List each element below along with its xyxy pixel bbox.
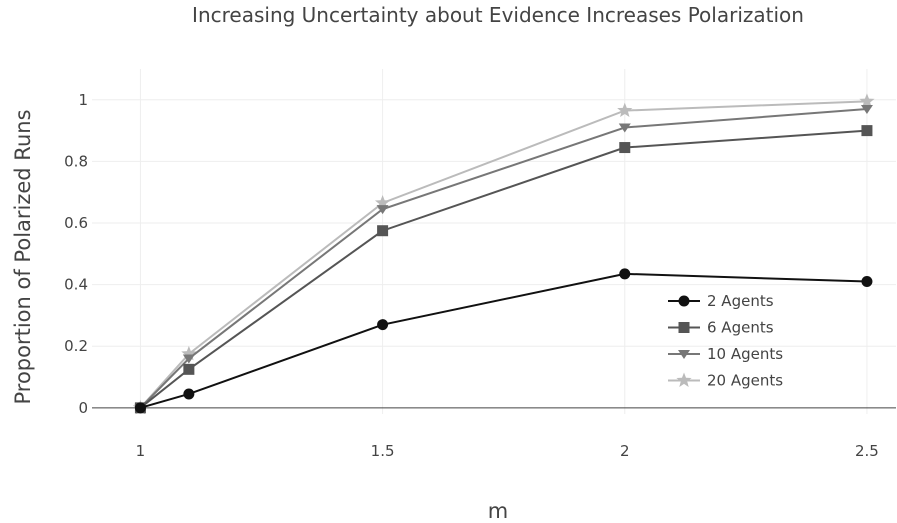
- legend-marker: [678, 322, 690, 333]
- y-tick-label: 1: [78, 91, 88, 109]
- data-point-6-agents: [183, 363, 195, 375]
- legend-item-6-agents: 6 Agents: [668, 319, 774, 337]
- data-point-6-agents: [377, 225, 389, 237]
- data-point-2-agents: [377, 319, 389, 331]
- series-10-agents: [134, 105, 873, 413]
- data-point-10-agents: [182, 354, 195, 364]
- data-point-10-agents: [376, 205, 389, 215]
- data-point-10-agents: [860, 105, 873, 115]
- y-tick-label: 0.6: [64, 214, 88, 232]
- x-axis-title: m: [488, 499, 508, 523]
- series-line-10-agents: [139, 108, 868, 409]
- series-2-agents: [134, 268, 873, 414]
- data-point-6-agents: [619, 142, 631, 154]
- y-axis-title: Proportion of Polarized Runs: [11, 109, 35, 404]
- data-point-2-agents: [619, 268, 631, 280]
- data-point-10-agents: [618, 123, 631, 133]
- series-line-6-agents: [139, 129, 868, 409]
- data-point-2-agents: [183, 388, 195, 400]
- series-20-agents: [132, 93, 875, 415]
- y-tick-label: 0.8: [64, 152, 88, 170]
- axes: 0 0.2 0.4 0.6 0.8 1 1 1.5 2 2.5: [64, 91, 896, 460]
- legend-label: 6 Agents: [707, 319, 774, 337]
- plot-area: [132, 93, 875, 415]
- data-point-2-agents: [134, 402, 146, 414]
- legend-item-10-agents: 10 Agents: [668, 345, 783, 363]
- data-point-20-agents: [859, 93, 875, 108]
- data-point-20-agents: [374, 195, 391, 210]
- legend-marker: [676, 372, 692, 387]
- data-point-6-agents: [861, 125, 873, 137]
- legend-marker: [678, 350, 690, 359]
- legend-item-20-agents: 20 Agents: [668, 372, 783, 390]
- data-point-20-agents: [617, 102, 633, 118]
- y-tick-label: 0: [78, 399, 88, 417]
- x-tick-label: 1: [136, 442, 146, 460]
- legend-label: 2 Agents: [707, 292, 774, 310]
- legend-label: 20 Agents: [707, 372, 783, 390]
- legend-label: 10 Agents: [707, 345, 783, 363]
- grid: [92, 69, 896, 414]
- legend-marker: [678, 295, 690, 307]
- legend-item-2-agents: 2 Agents: [668, 292, 774, 310]
- y-tick-label: 0.4: [64, 276, 88, 294]
- data-point-20-agents: [181, 345, 197, 361]
- y-tick-label: 0.2: [64, 337, 88, 355]
- x-tick-label: 1.5: [371, 442, 395, 460]
- x-tick-label: 2.5: [855, 442, 879, 460]
- legend: 2 Agents 6 Agents 10 Agents 20 Agents: [668, 292, 783, 390]
- chart-title: Increasing Uncertainty about Evidence In…: [192, 3, 804, 27]
- x-tick-label: 2: [620, 442, 630, 460]
- data-point-2-agents: [861, 276, 873, 288]
